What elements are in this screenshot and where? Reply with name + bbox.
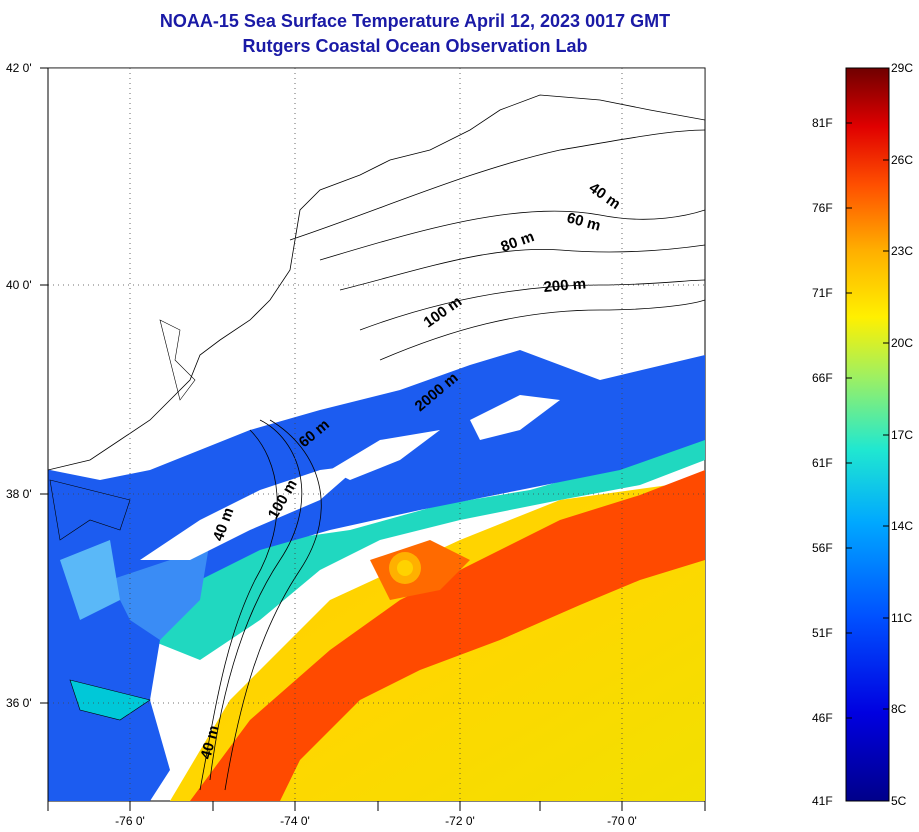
lat-label: 40 0' [6, 278, 32, 292]
axis-ticks [40, 67, 706, 811]
colorbar-f-label: 76F [812, 201, 833, 215]
colorbar-c-label: 20C [891, 336, 914, 350]
colorbar [845, 67, 890, 802]
gulf-stream-band [190, 470, 705, 801]
lon-label: -72 0' [445, 814, 475, 828]
colorbar-c-label: 14C [891, 519, 914, 533]
lon-label: -70 0' [607, 814, 637, 828]
colorbar-f-label: 66F [812, 371, 833, 385]
colorbar-c-label: 11C [891, 611, 913, 625]
graticule [48, 68, 705, 801]
colorbar-c-label: 26C [891, 153, 914, 167]
colorbar-c-label: 17C [891, 428, 914, 442]
colorbar-ticks [846, 67, 889, 719]
colorbar-f-label: 46F [812, 711, 833, 725]
lat-label: 38 0' [6, 487, 32, 501]
colorbar-c-label: 8C [891, 702, 907, 716]
lat-label: 36 0' [6, 696, 32, 710]
lon-label: -74 0' [280, 814, 310, 828]
colorbar-f-label: 51F [812, 626, 833, 640]
colorbar-c-label: 23C [891, 244, 914, 258]
map-subtitle: Rutgers Coastal Ocean Observation Lab [242, 36, 588, 56]
land-outline [48, 68, 705, 471]
depth-label: 200 m [543, 275, 587, 296]
colorbar-c-label: 5C [891, 794, 907, 808]
lon-label: -76 0' [115, 814, 145, 828]
colorbar-f-label: 81F [812, 116, 833, 130]
colorbar-f-label: 56F [812, 541, 833, 555]
colorbar-f-label: 41F [812, 794, 833, 808]
lat-label: 42 0' [6, 61, 32, 75]
colorbar-f-label: 71F [812, 286, 833, 300]
colorbar-c-label: 29C [891, 61, 914, 75]
frontal-zone [135, 430, 705, 660]
shelf-water-region [48, 350, 705, 801]
map-title: NOAA-15 Sea Surface Temperature April 12… [159, 11, 671, 31]
colorbar-f-label: 61F [812, 456, 833, 470]
